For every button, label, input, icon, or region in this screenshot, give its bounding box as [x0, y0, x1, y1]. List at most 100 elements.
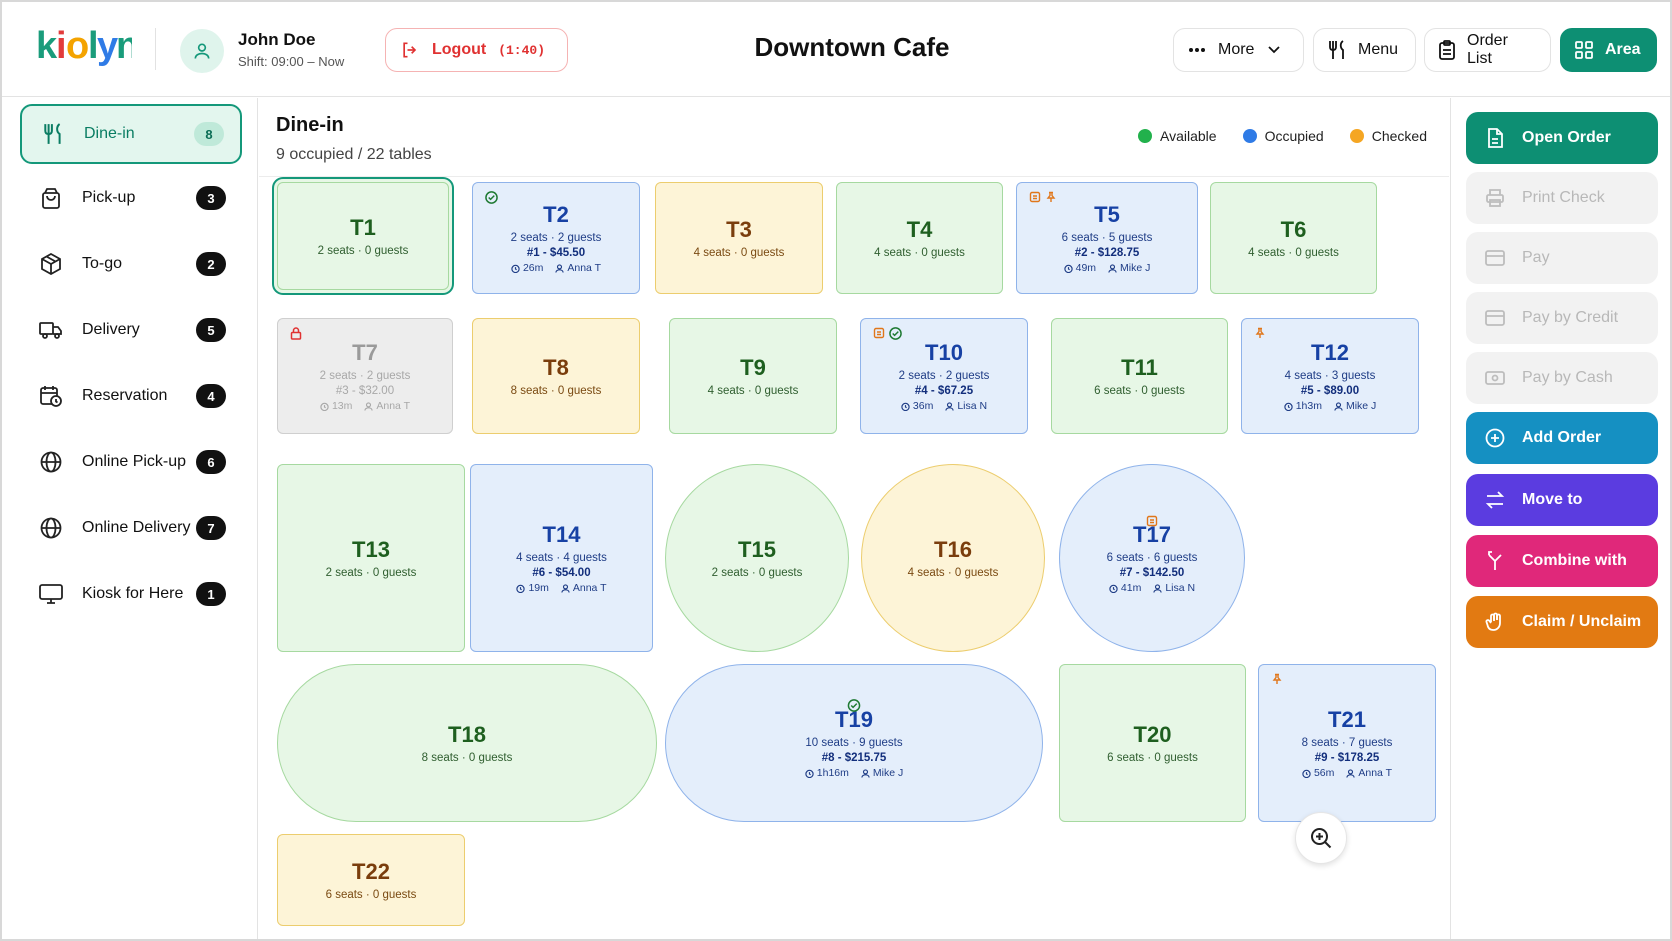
zoom-button[interactable]: [1295, 812, 1347, 864]
open-order-button[interactable]: Open Order: [1466, 112, 1658, 164]
move-to-button[interactable]: Move to: [1466, 474, 1658, 526]
count-badge: 1: [196, 582, 226, 606]
sidebar-item-label: Dine-in: [84, 125, 135, 142]
table-seats: 4 seats · 4 guests: [516, 552, 607, 564]
sidebar-item-reservation[interactable]: Reservation 4: [20, 366, 242, 426]
table-name: T8: [543, 355, 569, 380]
order-summary: #9 - $178.25: [1314, 752, 1380, 764]
pay-by-cash-button[interactable]: Pay by Cash: [1466, 352, 1658, 404]
area-label: Area: [1605, 41, 1641, 58]
print-check-button[interactable]: Print Check: [1466, 172, 1658, 224]
user-icon: [555, 263, 565, 273]
table-t13[interactable]: T13 2 seats · 0 guests: [277, 464, 465, 652]
globe-icon: [38, 515, 64, 541]
table-t17[interactable]: T17 6 seats · 6 guests #7 - $142.50 41m L…: [1059, 464, 1245, 652]
sidebar-item-online-pick-up[interactable]: Online Pick-up 6: [20, 432, 242, 492]
table-t21[interactable]: T21 8 seats · 7 guests #9 - $178.25 56m A…: [1258, 664, 1436, 822]
claim-unclaim-button[interactable]: Claim / Unclaim: [1466, 596, 1658, 648]
table-t4[interactable]: T4 4 seats · 0 guests: [836, 182, 1003, 294]
svg-text:o: o: [66, 25, 89, 67]
timer-icon: [320, 402, 329, 411]
table-t20[interactable]: T20 6 seats · 0 guests: [1059, 664, 1246, 822]
elapsed-time: 36m: [901, 400, 933, 412]
svg-text:l: l: [88, 25, 99, 67]
section-title: Dine-in: [276, 114, 344, 136]
user-icon: [194, 43, 210, 59]
pin-icon: [1272, 673, 1282, 684]
top-bar: k i o l y n John Doe Shift: 09:00 – Now …: [2, 2, 1670, 97]
sidebar-item-dine-in[interactable]: Dine-in 8: [20, 104, 242, 164]
table-seats: 4 seats · 0 guests: [1248, 247, 1339, 259]
occupied-dot: [1242, 129, 1257, 143]
elapsed-time: 56m: [1302, 767, 1334, 779]
logout-button[interactable]: Logout (1:40): [385, 28, 568, 72]
table-t9[interactable]: T9 4 seats · 0 guests: [669, 318, 837, 434]
sidebar-item-kiosk-for-here[interactable]: Kiosk for Here 1: [20, 564, 242, 624]
menu-button[interactable]: Menu: [1313, 28, 1416, 72]
globe-icon: [38, 449, 64, 475]
table-t19[interactable]: T19 10 seats · 9 guests #8 - $215.75 1h1…: [665, 664, 1043, 822]
count-badge: 3: [196, 186, 226, 210]
table-t2[interactable]: T2 2 seats · 2 guests #1 - $45.50 26m Ann…: [472, 182, 640, 294]
user-icon: [561, 583, 570, 593]
table-t7[interactable]: T7 2 seats · 2 guests #3 - $32.00 13m Ann…: [277, 318, 453, 434]
table-t8[interactable]: T8 8 seats · 0 guests: [472, 318, 640, 434]
table-t5[interactable]: T5 6 seats · 5 guests #2 - $128.75 49m Mi…: [1016, 182, 1198, 294]
sidebar-item-label: Reservation: [82, 387, 168, 404]
table-status-icons: [847, 699, 861, 712]
order-meta: 1h16m Mike J: [805, 767, 903, 779]
fork-knife-icon: [40, 121, 66, 147]
table-floor: Dine-in 9 occupied / 22 tables Available…: [259, 98, 1449, 939]
sidebar-item-label: Pick-up: [82, 189, 136, 206]
logout-label: Logout: [432, 41, 487, 58]
sidebar-item-label: To-go: [82, 255, 123, 272]
timer-icon: [1109, 584, 1118, 593]
table-t12[interactable]: T12 4 seats · 3 guests #5 - $89.00 1h3m M…: [1241, 318, 1419, 434]
sidebar-item-delivery[interactable]: Delivery 5: [20, 300, 242, 360]
table-seats: 10 seats · 9 guests: [805, 737, 903, 749]
swap-arrows-icon: [1484, 489, 1506, 511]
receipt-icon: [1029, 191, 1041, 203]
table-t6[interactable]: T6 4 seats · 0 guests: [1210, 182, 1377, 294]
action-panel: Open Order Print Check Pay Pay by Credit…: [1450, 98, 1670, 939]
table-name: T21: [1328, 707, 1366, 732]
user-icon: [945, 401, 955, 411]
credit-card-icon: [1484, 307, 1506, 329]
pay-by-credit-button[interactable]: Pay by Credit: [1466, 292, 1658, 344]
table-t10[interactable]: T10 2 seats · 2 guests #4 - $67.25 36m Li…: [860, 318, 1028, 434]
legend-item-occupied: Occupied: [1242, 128, 1324, 144]
sidebar-item-to-go[interactable]: To-go 2: [20, 234, 242, 294]
elapsed-time: 49m: [1063, 262, 1096, 274]
table-t11[interactable]: T11 6 seats · 0 guests: [1051, 318, 1228, 434]
pay-button[interactable]: Pay: [1466, 232, 1658, 284]
legend-label: Checked: [1371, 128, 1427, 144]
box-icon: [38, 251, 64, 277]
table-name: T14: [542, 522, 581, 547]
order-list-label: Order List: [1467, 32, 1508, 67]
table-t3[interactable]: T3 4 seats · 0 guests: [655, 182, 823, 294]
add-order-button[interactable]: Add Order: [1466, 412, 1658, 464]
order-list-button[interactable]: Order List: [1424, 28, 1551, 72]
elapsed-time: 13m: [320, 400, 352, 412]
table-t15[interactable]: T15 2 seats · 0 guests: [665, 464, 849, 652]
sidebar-item-pick-up[interactable]: Pick-up 3: [20, 168, 242, 228]
order-summary: #4 - $67.25: [914, 385, 974, 397]
table-t18[interactable]: T18 8 seats · 0 guests: [277, 664, 657, 822]
area-button[interactable]: Area: [1560, 28, 1657, 72]
order-meta: 26m Anna T: [511, 262, 601, 274]
table-t14[interactable]: T14 4 seats · 4 guests #6 - $54.00 19m An…: [470, 464, 653, 652]
sidebar-item-online-delivery[interactable]: Online Delivery 7: [20, 498, 242, 558]
check-circle-icon: [889, 327, 902, 340]
more-button[interactable]: More: [1173, 28, 1304, 72]
table-t1[interactable]: T1 2 seats · 0 guests: [277, 182, 449, 290]
order-meta: 13m Anna T: [320, 400, 410, 412]
table-t16[interactable]: T16 4 seats · 0 guests: [861, 464, 1045, 652]
timer-icon: [1063, 264, 1073, 273]
lock-icon: [290, 327, 302, 340]
avatar[interactable]: [180, 29, 224, 73]
logout-icon: [403, 42, 417, 58]
open-order-label: Open Order: [1522, 129, 1611, 146]
table-name: T5: [1094, 202, 1120, 227]
combine-with-button[interactable]: Combine with: [1466, 535, 1658, 587]
table-t22[interactable]: T22 6 seats · 0 guests: [277, 834, 465, 926]
